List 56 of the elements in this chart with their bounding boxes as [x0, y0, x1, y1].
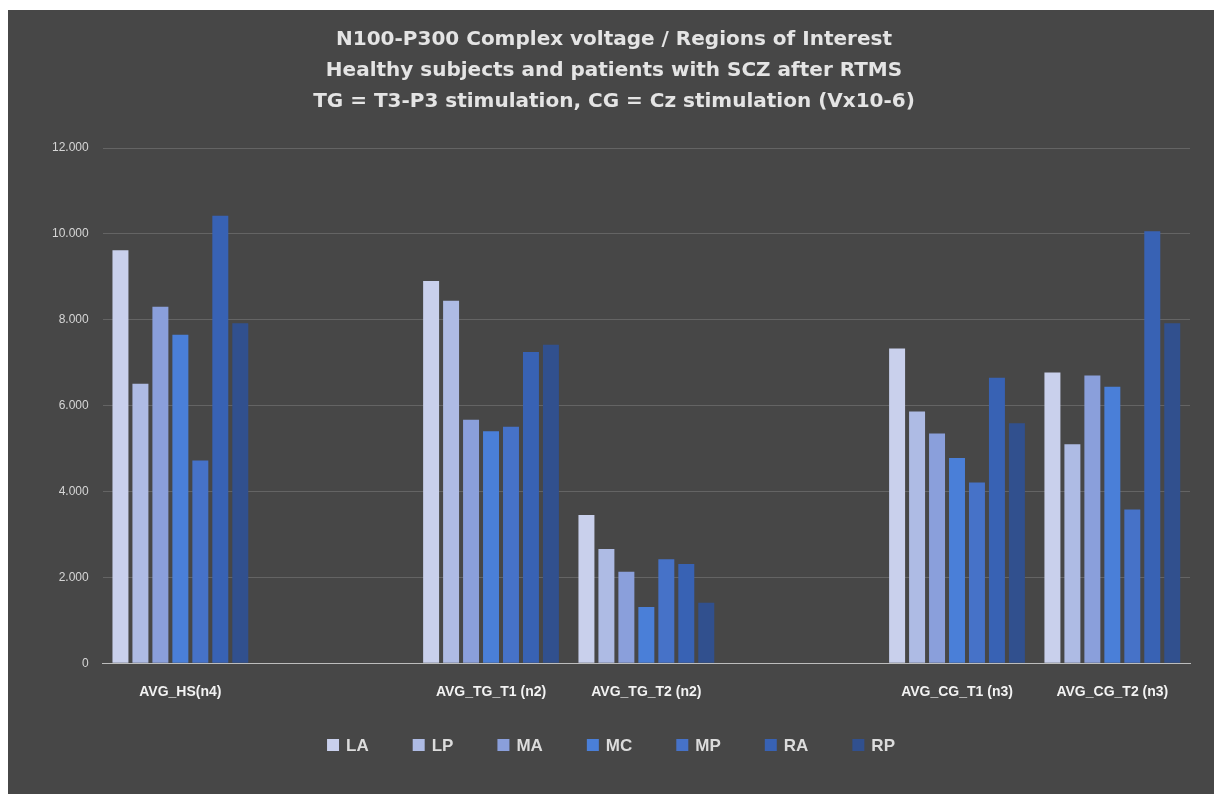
legend-label: RP	[871, 735, 895, 755]
bar	[503, 426, 519, 663]
bar	[443, 300, 460, 663]
legend-label: MC	[605, 735, 633, 755]
bar	[172, 334, 189, 663]
y-tick-label: 0	[82, 655, 90, 670]
bar	[132, 383, 149, 663]
bar	[1008, 423, 1025, 663]
bar	[698, 602, 715, 663]
bar	[889, 348, 906, 663]
bar	[1124, 509, 1141, 663]
bar	[152, 306, 169, 663]
bar	[949, 457, 965, 663]
bar	[988, 377, 1005, 663]
bar	[678, 564, 695, 663]
y-tick-label: 6.000	[58, 397, 90, 412]
bar	[658, 559, 675, 663]
bar	[1104, 386, 1121, 663]
bar	[542, 344, 559, 663]
legend-label: LP	[431, 735, 454, 755]
bar	[1044, 372, 1061, 663]
x-tick-label: AVG_HS(n4)	[139, 683, 222, 700]
legend-label: MP	[695, 735, 721, 755]
bar	[1064, 444, 1081, 663]
bar	[112, 250, 129, 663]
bar	[909, 411, 926, 663]
bar	[192, 460, 209, 663]
bar	[522, 351, 539, 663]
bar	[638, 606, 655, 663]
y-tick-label: 4.000	[58, 483, 90, 498]
bar	[212, 215, 229, 663]
x-tick-label: AVG_TG_T2 (n2)	[591, 683, 702, 700]
bar	[483, 431, 500, 663]
bar	[1084, 375, 1101, 663]
legend-label: RA	[783, 735, 809, 755]
x-tick-label: AVG_CG_T2 (n3)	[1056, 683, 1169, 700]
y-tick-label: 12.000	[52, 140, 90, 155]
chart-subtitle: Healthy subjects and patients with SCZ after RTMS TG = T3-P3 stimulation, CG = Cz stimulation (Vx10-6)	[313, 56, 915, 112]
bar	[929, 433, 946, 663]
bar	[463, 419, 480, 663]
bar	[1164, 323, 1181, 663]
y-tick-label: 2.000	[58, 569, 90, 584]
legend-label: MA	[516, 735, 543, 755]
y-tick-label: 8.000	[58, 312, 90, 327]
bar	[1144, 231, 1161, 663]
x-tick-label: AVG_CG_T1 (n3)	[901, 683, 1013, 700]
bar	[232, 323, 249, 663]
bar	[578, 515, 595, 663]
bar	[598, 549, 615, 663]
x-tick-label: AVG_TG_T1 (n2)	[435, 683, 547, 700]
bar	[423, 281, 440, 663]
legend-label: LA	[346, 735, 369, 755]
y-tick-label: 10.000	[52, 226, 90, 241]
chart-title: N100-P300 Complex voltage / Regions of Interest	[336, 25, 893, 50]
bar	[968, 482, 985, 663]
bar	[618, 571, 635, 663]
